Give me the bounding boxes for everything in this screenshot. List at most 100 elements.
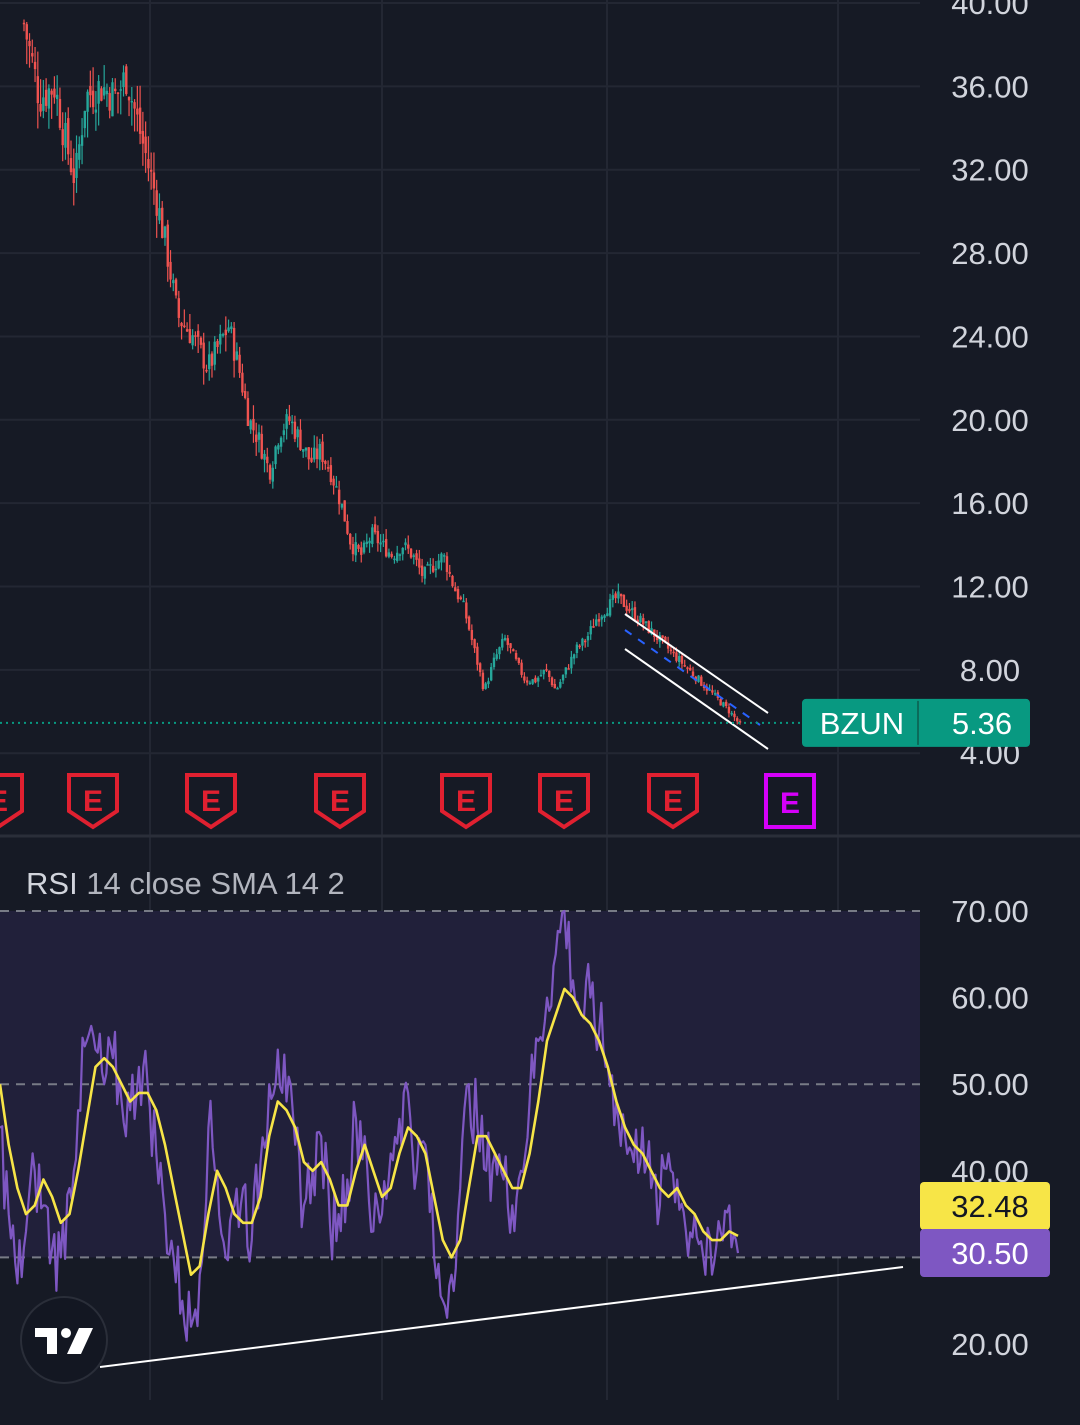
candle-body[interactable]	[622, 595, 626, 607]
earnings-marker-past[interactable]: E	[0, 773, 24, 829]
candle-body[interactable]	[619, 593, 623, 597]
candle-body[interactable]	[83, 110, 87, 129]
candle-body[interactable]	[495, 654, 498, 659]
candle-body[interactable]	[680, 655, 684, 664]
candle-body[interactable]	[69, 158, 73, 173]
candle-body[interactable]	[600, 616, 603, 620]
candle-body[interactable]	[382, 540, 385, 543]
candle-body[interactable]	[606, 613, 609, 617]
earnings-marker-past[interactable]: E	[314, 773, 366, 830]
candle-body[interactable]	[136, 108, 139, 115]
candle-body[interactable]	[133, 102, 136, 109]
candle-body[interactable]	[105, 90, 109, 95]
candle-body[interactable]	[89, 85, 92, 96]
candle-body[interactable]	[174, 279, 178, 296]
candle-body[interactable]	[362, 542, 366, 553]
candle-body[interactable]	[514, 653, 518, 659]
candle-body[interactable]	[719, 699, 722, 706]
candle-body[interactable]	[572, 654, 576, 659]
candle-body[interactable]	[597, 619, 601, 622]
candle-body[interactable]	[163, 226, 167, 238]
candle-body[interactable]	[172, 280, 175, 284]
candle-body[interactable]	[387, 552, 391, 557]
candle-body[interactable]	[44, 89, 48, 106]
candle-body[interactable]	[384, 539, 388, 557]
candle-body[interactable]	[279, 437, 283, 447]
candle-body[interactable]	[114, 88, 117, 92]
candle-body[interactable]	[196, 330, 200, 337]
candle-body[interactable]	[559, 681, 562, 688]
candle-body[interactable]	[191, 335, 194, 346]
candle-body[interactable]	[72, 168, 75, 184]
earnings-marker-past[interactable]: E	[440, 773, 492, 830]
candle-body[interactable]	[360, 547, 363, 555]
candle-body[interactable]	[520, 662, 523, 675]
candle-body[interactable]	[501, 639, 504, 648]
candle-body[interactable]	[642, 618, 645, 625]
candle-body[interactable]	[724, 701, 728, 706]
candle-body[interactable]	[564, 667, 568, 675]
candle-body[interactable]	[539, 674, 543, 677]
candle-body[interactable]	[80, 135, 84, 146]
candle-body[interactable]	[503, 637, 507, 641]
candle-body[interactable]	[351, 544, 355, 555]
candle-body[interactable]	[108, 93, 111, 111]
candle-body[interactable]	[586, 636, 590, 641]
candle-body[interactable]	[700, 676, 703, 686]
candle-body[interactable]	[340, 503, 344, 508]
candle-body[interactable]	[614, 593, 617, 599]
candle-body[interactable]	[42, 97, 45, 111]
candle-body[interactable]	[418, 558, 421, 568]
candle-body[interactable]	[437, 560, 440, 569]
candle-body[interactable]	[633, 607, 637, 621]
candle-body[interactable]	[647, 621, 650, 634]
candle-body[interactable]	[534, 677, 537, 683]
earnings-marker-upcoming[interactable]: E	[764, 773, 816, 829]
candle-body[interactable]	[409, 548, 413, 558]
candle-body[interactable]	[130, 100, 134, 103]
candle-body[interactable]	[589, 626, 592, 635]
candle-body[interactable]	[404, 542, 407, 546]
candle-body[interactable]	[122, 72, 125, 88]
candle-body[interactable]	[484, 683, 487, 689]
candle-body[interactable]	[50, 90, 53, 95]
candle-body[interactable]	[443, 555, 446, 557]
candle-body[interactable]	[257, 432, 261, 440]
candle-body[interactable]	[288, 416, 291, 422]
candle-body[interactable]	[371, 527, 374, 544]
candle-body[interactable]	[180, 323, 183, 327]
candle-body[interactable]	[542, 669, 545, 675]
candle-body[interactable]	[603, 615, 606, 618]
candle-body[interactable]	[94, 109, 98, 113]
candle-body[interactable]	[337, 489, 341, 505]
candle-body[interactable]	[575, 644, 579, 653]
candle-body[interactable]	[25, 24, 28, 40]
candle-body[interactable]	[407, 544, 410, 549]
candle-body[interactable]	[376, 531, 380, 544]
candle-body[interactable]	[119, 89, 122, 91]
candle-body[interactable]	[202, 342, 205, 369]
candle-body[interactable]	[91, 90, 95, 108]
candle-body[interactable]	[224, 329, 228, 336]
candle-body[interactable]	[570, 656, 573, 669]
candle-body[interactable]	[661, 635, 664, 638]
candle-body[interactable]	[39, 103, 42, 112]
candle-body[interactable]	[655, 635, 659, 641]
candle-body[interactable]	[274, 446, 277, 465]
candle-body[interactable]	[149, 169, 153, 172]
candle-body[interactable]	[138, 107, 142, 134]
candle-body[interactable]	[263, 453, 266, 460]
candle-body[interactable]	[208, 354, 211, 370]
candle-body[interactable]	[509, 643, 512, 649]
candle-body[interactable]	[144, 136, 147, 154]
candle-body[interactable]	[730, 712, 733, 715]
candle-body[interactable]	[423, 567, 427, 579]
candle-body[interactable]	[489, 667, 493, 681]
candle-body[interactable]	[318, 443, 321, 460]
candle-body[interactable]	[177, 298, 181, 318]
candle-body[interactable]	[307, 447, 310, 460]
candle-body[interactable]	[567, 668, 570, 670]
candle-body[interactable]	[396, 552, 399, 561]
candle-body[interactable]	[271, 467, 275, 482]
candle-body[interactable]	[116, 92, 120, 94]
